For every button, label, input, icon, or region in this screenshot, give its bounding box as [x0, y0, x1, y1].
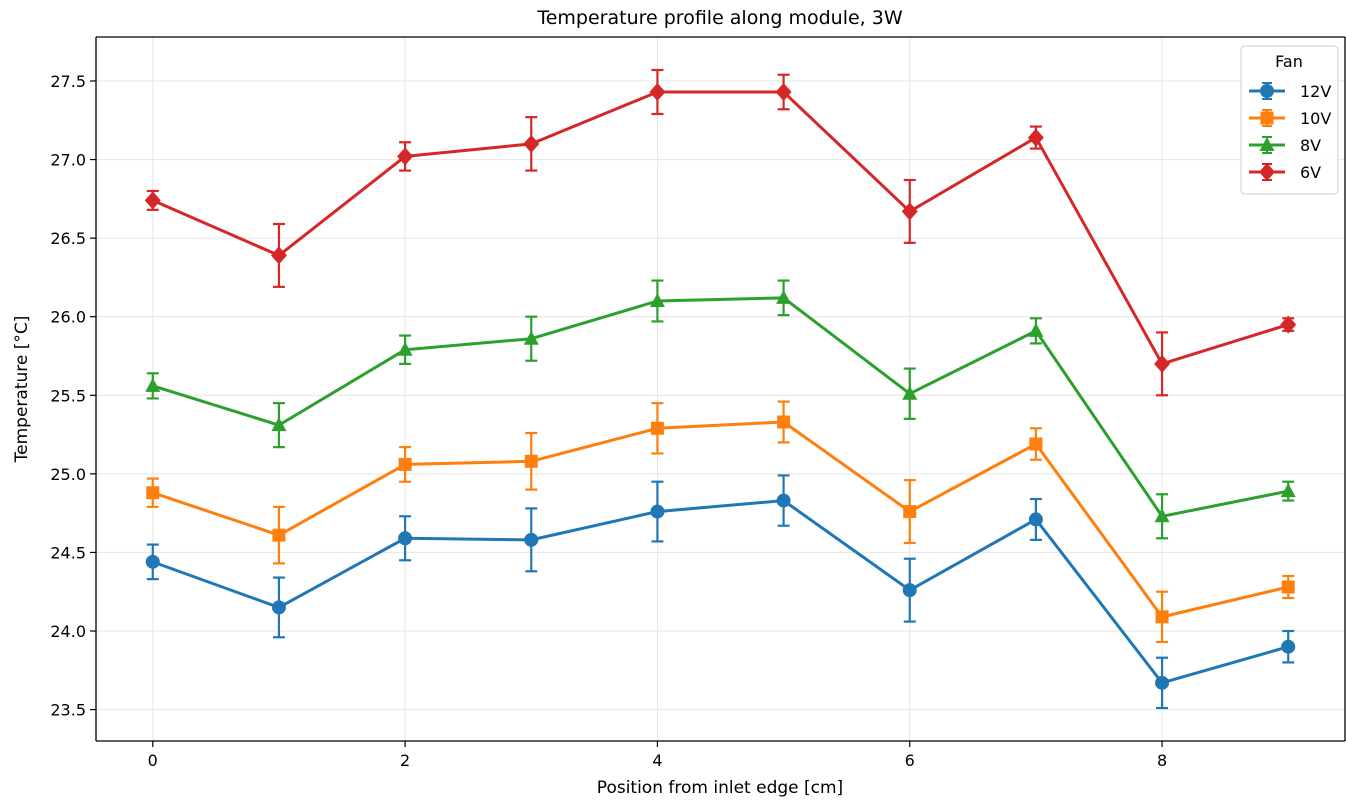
data-point — [650, 504, 665, 519]
data-point — [1028, 322, 1044, 337]
data-point — [523, 134, 540, 153]
x-axis-label: Position from inlet edge [cm] — [597, 778, 843, 798]
legend-entry-10V: 10V — [1249, 109, 1331, 128]
data-point — [397, 147, 414, 166]
data-point — [271, 600, 286, 615]
y-tick-label: 26.0 — [50, 308, 86, 327]
data-point — [1281, 639, 1296, 654]
data-point — [1029, 437, 1043, 451]
y-axis-label: Temperature [°C] — [12, 316, 32, 464]
data-point — [524, 454, 538, 468]
data-point — [1155, 675, 1170, 690]
x-tick-label: 0 — [148, 751, 158, 770]
data-point — [776, 493, 791, 508]
series-line — [152, 90, 1289, 366]
legend-entry-8V: 8V — [1249, 136, 1321, 155]
axes: 0 2 4 6 8 23.5 24.0 24.5 25.0 25.5 26.0 26.5 27.0 27.… — [50, 36, 1346, 770]
data-point — [1154, 354, 1171, 373]
y-tick-label: 25.0 — [50, 465, 86, 484]
data-point — [902, 583, 917, 598]
data-point — [145, 554, 160, 569]
data-point — [1281, 580, 1295, 594]
data-point — [146, 486, 160, 500]
legend-marker — [1260, 84, 1274, 98]
data-point — [397, 341, 413, 356]
y-tick-label: 26.5 — [50, 229, 86, 248]
legend-title: Fan — [1275, 52, 1303, 71]
data-point — [272, 528, 286, 542]
data-point — [270, 246, 287, 265]
legend-marker — [1259, 137, 1275, 151]
x-tick-label: 4 — [652, 751, 662, 770]
grid — [96, 37, 1345, 741]
data-point — [145, 377, 161, 392]
data-point — [524, 532, 539, 547]
data-point — [1028, 512, 1043, 527]
series-layer — [144, 68, 1297, 710]
data-point — [777, 415, 791, 429]
data-point — [144, 191, 161, 210]
data-point — [398, 531, 413, 546]
y-tick-label: 23.5 — [50, 701, 86, 720]
y-tick-label: 25.5 — [50, 386, 86, 405]
series-line — [152, 499, 1289, 685]
series-8V — [145, 279, 1296, 540]
series-12V — [145, 474, 1296, 710]
data-point — [398, 457, 412, 471]
legend: Fan 12V 10V 8V 6V — [1240, 45, 1339, 195]
legend-entries: 12V 10V 8V 6V — [1249, 82, 1331, 182]
data-point — [271, 417, 287, 432]
data-point — [650, 421, 664, 435]
legend-marker — [1259, 163, 1275, 181]
series-10V — [146, 400, 1295, 644]
y-tick-label: 24.0 — [50, 622, 86, 641]
series-6V — [144, 68, 1297, 397]
y-tick-label: 27.0 — [50, 151, 86, 170]
legend-label: 10V — [1300, 109, 1331, 128]
data-point — [649, 83, 666, 101]
data-point — [775, 83, 792, 101]
data-point — [776, 289, 792, 304]
legend-entry-6V: 6V — [1249, 163, 1321, 182]
data-point — [903, 505, 917, 519]
data-point — [1154, 508, 1170, 523]
data-point — [902, 385, 918, 400]
data-point — [1027, 128, 1044, 147]
data-point — [901, 202, 918, 221]
x-tick-label: 8 — [1157, 751, 1167, 770]
y-tick-label: 27.5 — [50, 72, 86, 91]
data-point — [1155, 610, 1169, 624]
legend-label: 12V — [1300, 82, 1331, 101]
y-tick-label: 24.5 — [50, 543, 86, 562]
data-point — [523, 330, 539, 345]
legend-marker — [1260, 111, 1274, 125]
x-tick-label: 6 — [905, 751, 915, 770]
legend-entry-12V: 12V — [1249, 82, 1331, 101]
data-point — [1280, 315, 1297, 334]
data-point — [649, 293, 665, 307]
legend-label: 8V — [1300, 136, 1321, 155]
series-line — [152, 420, 1289, 619]
series-line — [152, 296, 1289, 518]
data-point — [1280, 483, 1296, 498]
x-tick-label: 2 — [400, 751, 410, 770]
legend-label: 6V — [1300, 163, 1321, 182]
chart-title: Temperature profile along module, 3W — [536, 7, 903, 29]
